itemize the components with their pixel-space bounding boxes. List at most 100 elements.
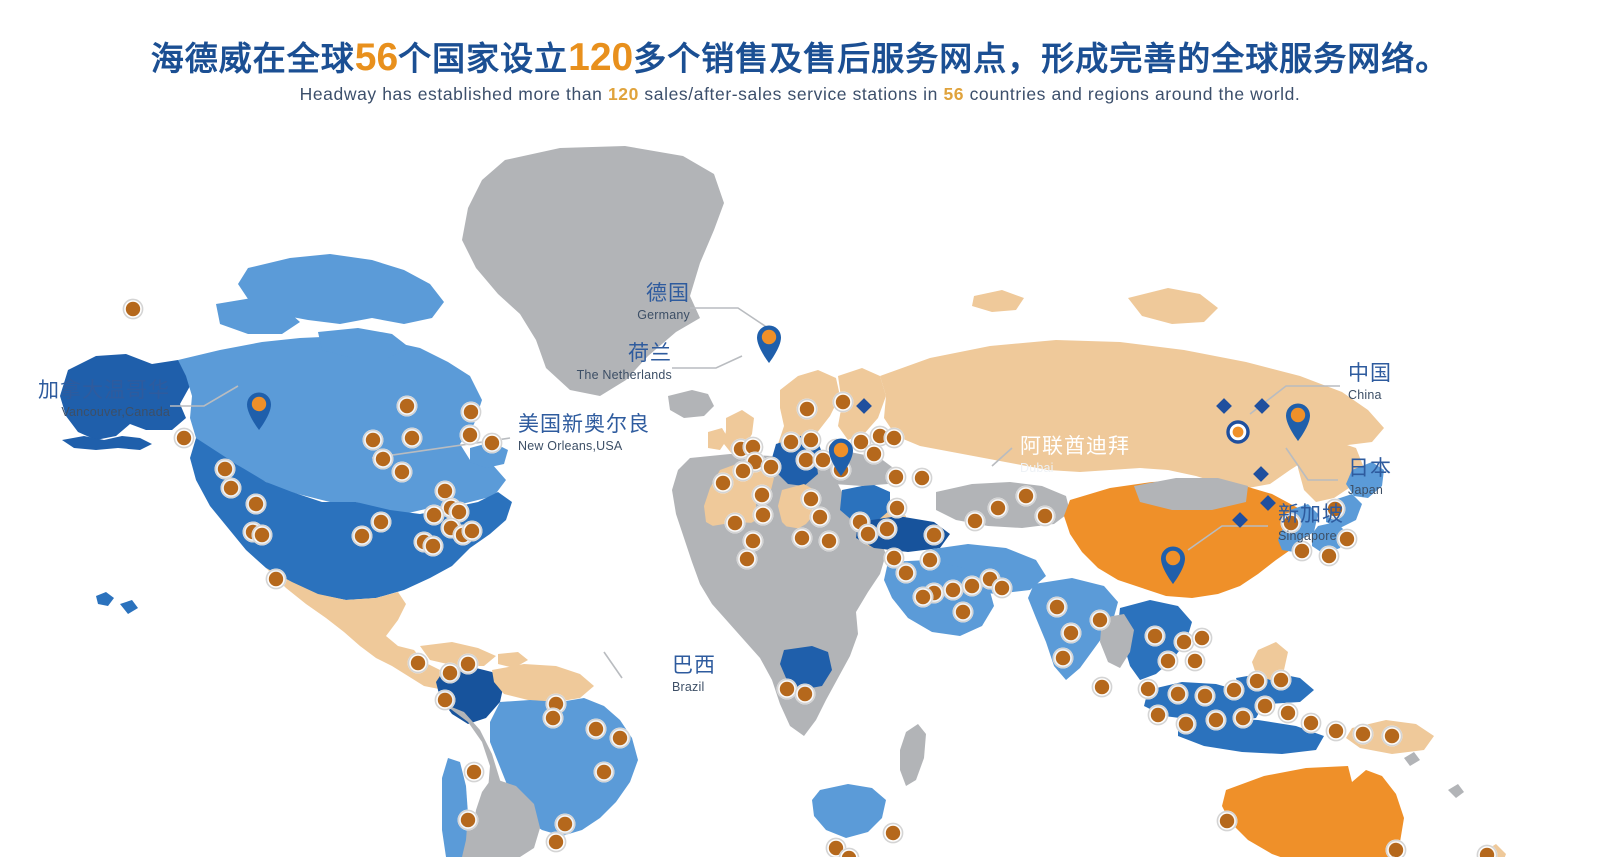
- station-marker[interactable]: [213, 457, 237, 481]
- station-marker[interactable]: [121, 297, 145, 321]
- station-marker[interactable]: [1215, 809, 1239, 833]
- station-marker[interactable]: [553, 812, 577, 836]
- station-marker[interactable]: [395, 394, 419, 418]
- station-marker[interactable]: [1174, 712, 1198, 736]
- station-marker[interactable]: [264, 567, 288, 591]
- station-marker[interactable]: [544, 830, 568, 854]
- station-marker[interactable]: [723, 511, 747, 535]
- station-marker[interactable]: [885, 496, 909, 520]
- station-marker[interactable]: [1193, 684, 1217, 708]
- station-marker[interactable]: [1051, 646, 1075, 670]
- station-marker[interactable]: [963, 509, 987, 533]
- station-marker[interactable]: [882, 426, 906, 450]
- callout-netherlands[interactable]: 荷兰 The Netherlands: [500, 343, 672, 382]
- station-marker[interactable]: [986, 496, 1010, 520]
- station-marker[interactable]: [219, 476, 243, 500]
- station-marker[interactable]: [244, 492, 268, 516]
- station-marker[interactable]: [1253, 694, 1277, 718]
- station-marker[interactable]: [856, 522, 880, 546]
- station-marker[interactable]: [608, 726, 632, 750]
- station-marker[interactable]: [1290, 539, 1314, 563]
- station-marker[interactable]: [390, 460, 414, 484]
- station-marker[interactable]: [795, 397, 819, 421]
- station-marker[interactable]: [438, 661, 462, 685]
- callout-dubai[interactable]: 阿联酋迪拜 Dubai: [1020, 436, 1130, 475]
- station-marker[interactable]: [1222, 678, 1246, 702]
- station-marker[interactable]: [400, 426, 424, 450]
- station-marker[interactable]: [779, 430, 803, 454]
- station-marker[interactable]: [1351, 722, 1375, 746]
- callout-new-orleans[interactable]: 美国新奥尔良 New Orleans,USA: [518, 414, 650, 453]
- station-marker[interactable]: [918, 548, 942, 572]
- callout-brazil[interactable]: 巴西 Brazil: [672, 655, 716, 694]
- callout-germany[interactable]: 德国 Germany: [540, 283, 690, 322]
- station-marker[interactable]: [922, 523, 946, 547]
- station-marker[interactable]: [541, 706, 565, 730]
- station-marker[interactable]: [808, 505, 832, 529]
- station-marker[interactable]: [406, 651, 430, 675]
- station-marker[interactable]: [480, 431, 504, 455]
- station-marker[interactable]: [458, 423, 482, 447]
- station-marker[interactable]: [960, 574, 984, 598]
- station-marker[interactable]: [1380, 724, 1404, 748]
- station-marker[interactable]: [350, 524, 374, 548]
- station-marker[interactable]: [250, 523, 274, 547]
- station-marker[interactable]: [1276, 701, 1300, 725]
- station-marker[interactable]: [759, 455, 783, 479]
- station-marker[interactable]: [941, 578, 965, 602]
- station-marker[interactable]: [1299, 711, 1323, 735]
- station-marker[interactable]: [799, 487, 823, 511]
- station-marker[interactable]: [884, 465, 908, 489]
- station-marker[interactable]: [1136, 677, 1160, 701]
- station-marker[interactable]: [894, 561, 918, 585]
- station-marker[interactable]: [361, 428, 385, 452]
- station-marker[interactable]: [990, 576, 1014, 600]
- station-marker[interactable]: [422, 503, 446, 527]
- station-marker[interactable]: [775, 677, 799, 701]
- station-marker[interactable]: [711, 471, 735, 495]
- pin-marker-germany[interactable]: [757, 325, 781, 364]
- station-marker[interactable]: [1146, 703, 1170, 727]
- station-marker[interactable]: [750, 483, 774, 507]
- station-marker[interactable]: [1317, 544, 1341, 568]
- station-marker[interactable]: [731, 459, 755, 483]
- station-marker[interactable]: [421, 534, 445, 558]
- station-marker[interactable]: [1172, 630, 1196, 654]
- callout-vancouver[interactable]: 加拿大温哥华 Vancouver,Canada: [20, 380, 170, 419]
- headquarters-marker-china[interactable]: [1224, 418, 1252, 446]
- station-marker[interactable]: [1088, 608, 1112, 632]
- callout-singapore[interactable]: 新加坡 Singapore: [1278, 504, 1344, 543]
- station-marker[interactable]: [1090, 675, 1114, 699]
- station-marker[interactable]: [1324, 719, 1348, 743]
- station-marker[interactable]: [433, 688, 457, 712]
- station-marker[interactable]: [1014, 484, 1038, 508]
- station-marker[interactable]: [881, 821, 905, 845]
- station-marker[interactable]: [459, 400, 483, 424]
- station-marker[interactable]: [875, 517, 899, 541]
- station-marker[interactable]: [1143, 624, 1167, 648]
- station-marker[interactable]: [831, 390, 855, 414]
- station-marker[interactable]: [862, 442, 886, 466]
- station-marker[interactable]: [1190, 626, 1214, 650]
- station-marker[interactable]: [1045, 595, 1069, 619]
- station-marker[interactable]: [735, 547, 759, 571]
- station-marker[interactable]: [1204, 708, 1228, 732]
- station-marker[interactable]: [793, 682, 817, 706]
- station-marker[interactable]: [456, 808, 480, 832]
- station-marker[interactable]: [1156, 649, 1180, 673]
- station-marker[interactable]: [1231, 706, 1255, 730]
- station-marker[interactable]: [910, 466, 934, 490]
- station-marker[interactable]: [751, 503, 775, 527]
- station-marker[interactable]: [1166, 682, 1190, 706]
- callout-china[interactable]: 中国 China: [1348, 363, 1392, 402]
- station-marker[interactable]: [817, 529, 841, 553]
- station-marker[interactable]: [1059, 621, 1083, 645]
- station-marker[interactable]: [951, 600, 975, 624]
- station-marker[interactable]: [741, 529, 765, 553]
- station-marker[interactable]: [1269, 668, 1293, 692]
- station-marker[interactable]: [460, 519, 484, 543]
- station-marker[interactable]: [790, 526, 814, 550]
- callout-japan[interactable]: 日本 Japan: [1348, 458, 1392, 497]
- station-marker[interactable]: [462, 760, 486, 784]
- station-marker[interactable]: [1245, 669, 1269, 693]
